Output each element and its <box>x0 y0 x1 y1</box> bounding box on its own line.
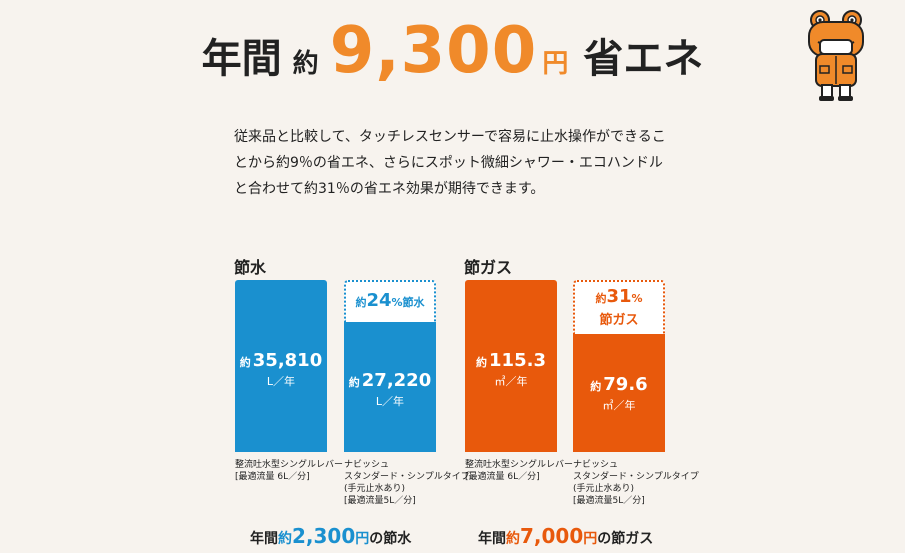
gas-before-unit: ㎥／年 <box>494 375 528 388</box>
water-after-caption-line: スタンダード・シンプルタイプ <box>344 472 470 482</box>
gas-after-value: 79.6 <box>603 374 648 395</box>
water-summary: 年間約2,300円の節水 <box>250 524 411 548</box>
gas-summary-approx: 約 <box>506 531 520 547</box>
water-after-caption-line: (手元止水あり) <box>344 484 406 494</box>
water-after-unit: L／年 <box>375 395 405 408</box>
water-after-value: 27,220 <box>361 370 432 391</box>
gas-badge-approx: 約 <box>595 292 607 305</box>
gas-saving-badge: 約31% 節ガス <box>573 280 665 334</box>
water-badge-pct: 24 <box>366 290 392 311</box>
gas-after-bar: 約 79.6 ㎥／年 <box>573 334 665 452</box>
water-before-caption: 整流吐水型シングルレバー [最適流量 6L／分] <box>235 459 343 483</box>
gas-badge-label: 節ガス <box>599 313 639 328</box>
headline-prefix: 年間 <box>201 36 282 82</box>
water-after-bar: 約 27,220 L／年 <box>344 322 436 452</box>
gas-before-caption-line: 整流吐水型シングルレバー <box>465 460 574 470</box>
water-badge-approx: 約 <box>355 296 367 309</box>
gas-before-bar: 約 115.3 ㎥／年 <box>465 280 557 452</box>
gas-after-caption-line: [最適流量5L／分] <box>573 496 645 506</box>
water-after-caption-line: [最適流量5L／分] <box>344 496 416 506</box>
water-summary-amount: 2,300 <box>292 524 356 548</box>
headline: 年間 約 9,300 円 省エネ <box>0 14 905 88</box>
water-summary-suffix: の節水 <box>369 531 412 547</box>
water-after-caption-line: ナビッシュ <box>344 460 390 470</box>
gas-after-caption-line: ナビッシュ <box>573 460 619 470</box>
water-before-caption-line: [最適流量 6L／分] <box>235 472 310 482</box>
water-summary-prefix: 年間 <box>250 531 278 547</box>
gas-after-approx: 約 <box>590 380 602 393</box>
water-before-caption-line: 整流吐水型シングルレバー <box>235 460 344 470</box>
gas-badge-pct-line: 約31% <box>575 286 663 310</box>
gas-summary: 年間約7,000円の節ガス <box>478 524 653 548</box>
gas-summary-prefix: 年間 <box>478 531 506 547</box>
gas-before-value: 115.3 <box>489 350 546 371</box>
headline-amount: 9,300 <box>329 14 538 88</box>
water-after-caption: ナビッシュ スタンダード・シンプルタイプ (手元止水あり) [最適流量5L／分] <box>344 459 470 507</box>
gas-after-caption-line: スタンダード・シンプルタイプ <box>573 472 699 482</box>
water-saving-badge: 約24%節水 <box>344 280 436 322</box>
water-summary-approx: 約 <box>278 531 292 547</box>
headline-yen: 円 <box>542 49 569 79</box>
gas-after-caption: ナビッシュ スタンダード・シンプルタイプ (手元止水あり) [最適流量5L／分] <box>573 459 699 507</box>
water-before-value: 35,810 <box>252 350 323 371</box>
frog-mascot-icon <box>808 10 864 101</box>
water-after-approx: 約 <box>348 376 360 389</box>
gas-after-unit: ㎥／年 <box>602 399 636 412</box>
water-before-bar: 約 35,810 L／年 <box>235 280 327 452</box>
headline-suffix: 省エネ <box>583 36 704 82</box>
water-badge-pct-sign: % <box>391 296 403 309</box>
gas-summary-suffix: の節ガス <box>597 531 654 547</box>
headline-approx: 約 <box>292 49 319 79</box>
gas-badge-pct: 31 <box>606 286 632 307</box>
gas-badge-pct-sign: % <box>631 292 643 305</box>
description-text: 従来品と比較して、タッチレスセンサーで容易に止水操作ができることから約9％の省エ… <box>234 129 666 197</box>
gas-summary-amount: 7,000 <box>520 524 584 548</box>
water-summary-yen: 円 <box>355 531 370 547</box>
gas-section-title: 節ガス <box>464 258 513 277</box>
water-badge-label: 節水 <box>402 296 425 309</box>
water-section-title: 節水 <box>234 258 267 277</box>
gas-summary-yen: 円 <box>583 531 598 547</box>
gas-before-caption: 整流吐水型シングルレバー [最適流量 6L／分] <box>465 459 573 483</box>
water-before-unit: L／年 <box>266 375 296 388</box>
gas-before-approx: 約 <box>476 356 488 369</box>
water-before-approx: 約 <box>239 356 251 369</box>
gas-before-caption-line: [最適流量 6L／分] <box>465 472 540 482</box>
gas-after-caption-line: (手元止水あり) <box>573 484 635 494</box>
